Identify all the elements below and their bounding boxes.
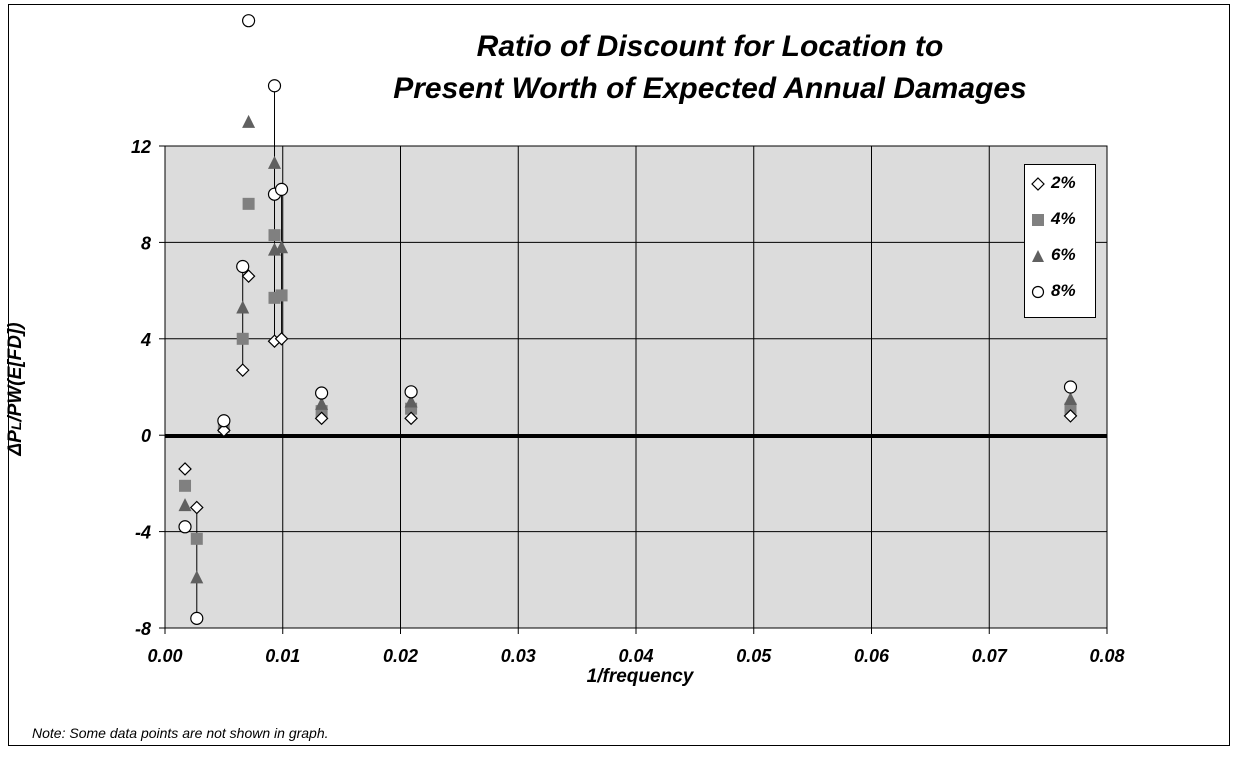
data-point-2pct bbox=[178, 462, 192, 476]
square-filled-icon bbox=[1032, 214, 1044, 226]
data-point-6pct bbox=[404, 394, 418, 408]
data-point-6pct bbox=[178, 498, 192, 512]
y-tick-label: -4 bbox=[135, 523, 151, 543]
data-point-2pct bbox=[314, 411, 329, 426]
data-point-6pct bbox=[190, 570, 204, 584]
data-point-2pct bbox=[235, 363, 250, 377]
data-point-8pct bbox=[315, 386, 329, 400]
y-tick-label: 8 bbox=[141, 233, 151, 253]
data-point-8pct bbox=[236, 259, 250, 274]
data-markers bbox=[178, 14, 1078, 625]
data-point-4pct bbox=[1064, 402, 1077, 415]
data-point-6pct bbox=[1063, 392, 1077, 406]
y-axis-label-sub: L bbox=[8, 421, 24, 431]
x-tick-label: 0.01 bbox=[265, 646, 300, 666]
x-tick-label: 0.03 bbox=[501, 646, 536, 666]
y-tick-label: -8 bbox=[135, 619, 151, 639]
data-point-6pct bbox=[236, 300, 250, 314]
x-tick-label: 0.06 bbox=[854, 646, 890, 666]
data-point-8pct bbox=[274, 182, 289, 196]
data-point-2pct bbox=[217, 423, 231, 438]
y-axis-label: ΔPL/PW(E[FD]) bbox=[5, 269, 27, 509]
data-point-2pct bbox=[404, 411, 418, 426]
legend-item-4pct: 4% bbox=[1031, 209, 1095, 233]
data-point-8pct bbox=[217, 414, 231, 428]
data-point-4pct bbox=[268, 229, 281, 242]
x-tick-labels: 0.00 0.01 0.02 0.03 0.04 0.05 0.06 0.07 0.08 bbox=[147, 646, 1124, 666]
data-point-4pct bbox=[242, 197, 255, 210]
data-point-8pct bbox=[190, 611, 204, 625]
y-tick-label: 4 bbox=[140, 330, 151, 350]
data-point-2pct bbox=[1063, 409, 1078, 423]
legend: 2% 4% 6% 8% bbox=[1024, 164, 1096, 318]
chart-title-line-1: Ratio of Discount for Location to bbox=[476, 30, 944, 63]
data-point-6pct bbox=[268, 155, 282, 169]
data-point-6pct bbox=[242, 114, 256, 128]
legend-label-6pct: 6% bbox=[1051, 245, 1076, 264]
y-axis-label-rest: /PW(E[FD]) bbox=[5, 322, 26, 422]
legend-item-8pct: 8% bbox=[1031, 281, 1095, 305]
legend-label-2pct: 2% bbox=[1051, 173, 1076, 192]
x-tick-label: 0.05 bbox=[736, 646, 772, 666]
data-point-4pct bbox=[275, 289, 288, 302]
x-axis-label: 1/frequency bbox=[586, 666, 694, 687]
x-tick-label: 0.00 bbox=[147, 646, 182, 666]
footnote: Note: Some data points are not shown in … bbox=[32, 725, 329, 741]
data-point-8pct bbox=[404, 385, 418, 399]
x-tick-label: 0.02 bbox=[383, 646, 418, 666]
y-tick-label: 12 bbox=[131, 137, 151, 157]
legend-item-2pct: 2% bbox=[1031, 173, 1095, 197]
data-point-2pct bbox=[241, 269, 256, 283]
triangle-filled-icon bbox=[1032, 250, 1044, 262]
x-tick-label: 0.08 bbox=[1089, 646, 1124, 666]
legend-item-6pct: 6% bbox=[1031, 245, 1095, 269]
data-point-4pct bbox=[190, 532, 203, 545]
grid-lines bbox=[159, 145, 1108, 634]
legend-label-4pct: 4% bbox=[1051, 209, 1076, 228]
data-point-8pct bbox=[267, 79, 282, 93]
circle-open-icon bbox=[1031, 285, 1045, 299]
y-tick-label: 0 bbox=[141, 426, 151, 446]
y-axis-label-main: ΔP bbox=[5, 430, 26, 456]
data-point-4pct bbox=[236, 332, 249, 345]
data-point-6pct bbox=[275, 240, 289, 254]
data-point-8pct bbox=[178, 520, 192, 534]
x-tick-label: 0.04 bbox=[618, 646, 653, 666]
data-point-8pct bbox=[1063, 380, 1078, 394]
x-tick-label: 0.07 bbox=[972, 646, 1008, 666]
data-point-2pct bbox=[189, 500, 204, 515]
data-point-2pct bbox=[274, 331, 289, 346]
data-point-4pct bbox=[179, 479, 192, 492]
legend-label-8pct: 8% bbox=[1051, 281, 1076, 300]
y-tick-labels: -8 -4 0 4 8 12 bbox=[131, 137, 151, 639]
chart-title-line-2: Present Worth of Expected Annual Damages bbox=[393, 72, 1027, 105]
data-point-6pct bbox=[315, 396, 329, 410]
diamond-open-icon bbox=[1031, 177, 1045, 191]
data-point-8pct bbox=[242, 14, 256, 28]
